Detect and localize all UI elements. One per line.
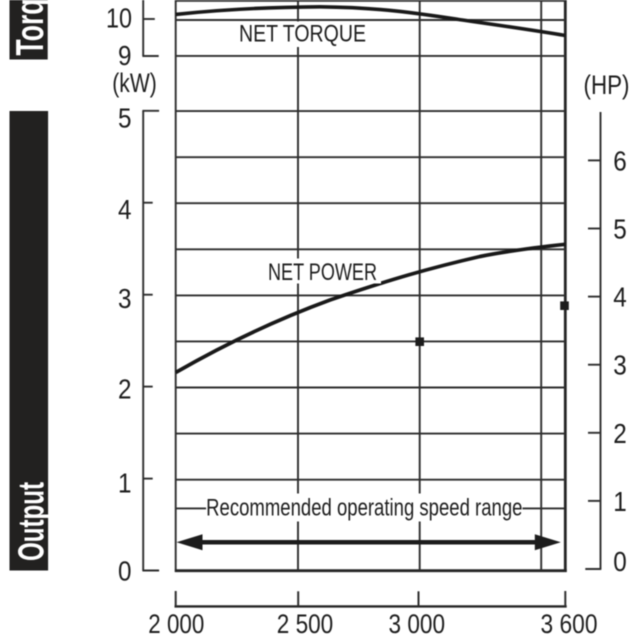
svg-text:3 000: 3 000 (389, 609, 446, 639)
svg-text:0: 0 (613, 546, 627, 577)
svg-text:0: 0 (118, 556, 132, 587)
svg-text:NET TORQUE: NET TORQUE (239, 21, 366, 48)
svg-text:6: 6 (613, 145, 627, 176)
svg-text:9: 9 (118, 40, 132, 71)
svg-text:2: 2 (118, 373, 132, 404)
svg-text:4: 4 (613, 282, 627, 313)
svg-text:3 600: 3 600 (541, 609, 598, 639)
svg-text:1: 1 (118, 468, 132, 499)
svg-text:2: 2 (613, 418, 627, 449)
svg-text:NET POWER: NET POWER (268, 259, 377, 286)
svg-text:Output: Output (11, 482, 52, 561)
svg-text:5: 5 (613, 214, 627, 245)
svg-text:Recommended operating speed ra: Recommended operating speed range (206, 495, 522, 522)
svg-text:3: 3 (118, 283, 132, 314)
svg-text:5: 5 (118, 102, 132, 133)
svg-text:4: 4 (118, 194, 132, 225)
svg-text:2 000: 2 000 (148, 609, 204, 639)
svg-text:(HP): (HP) (584, 70, 630, 100)
svg-text:(kW): (kW) (112, 68, 157, 98)
svg-text:2 500: 2 500 (277, 609, 334, 639)
svg-text:Torque: Torque (9, 0, 52, 56)
svg-text:10: 10 (106, 3, 132, 34)
svg-text:3: 3 (613, 350, 627, 381)
svg-text:1: 1 (613, 486, 627, 517)
